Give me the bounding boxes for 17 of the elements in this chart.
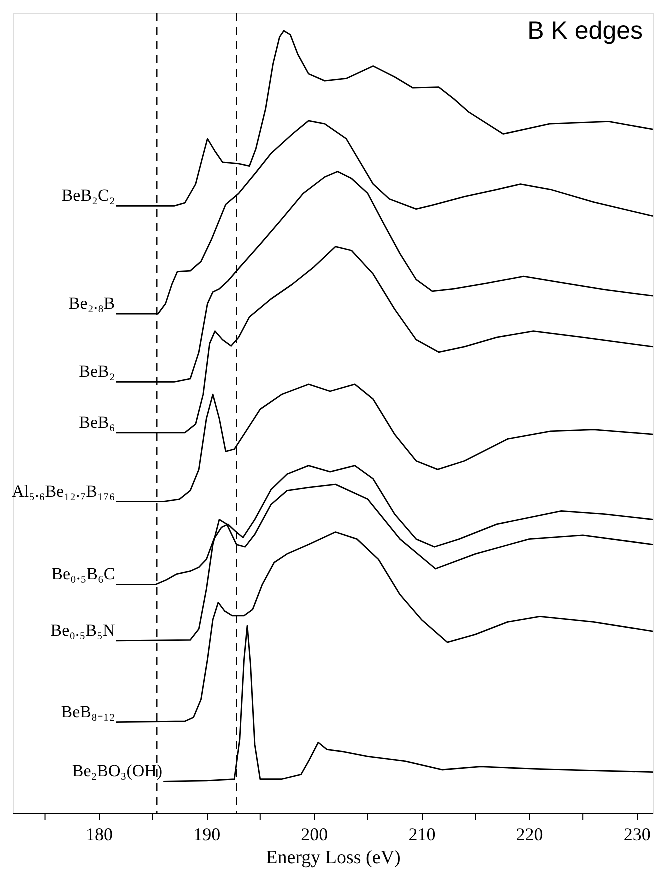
chart-title: B K edges [528,17,643,45]
series-label: BeB₂C₂ [62,186,116,206]
series-label: BeB₆ [79,412,116,432]
x-axis-title: Energy Loss (eV) [266,848,401,868]
x-tick-label: 230 [624,824,651,844]
series-label: Be₀.₅B₆C [52,564,116,584]
series-label: BeB₈₋₁₂ [61,702,116,722]
series-label: Be₂.₈B [68,294,116,314]
x-tick-label: 210 [408,824,436,844]
x-tick-label: 220 [516,824,544,844]
series-label: Be₂BO₃(OH) [72,762,163,781]
series-label: BeB₂ [79,362,116,382]
series-label: Al₅.₆Be₁₂.₇B₁₇₆ [12,482,116,501]
x-tick-label: 200 [301,824,328,844]
x-tick-label: 190 [194,824,221,844]
series-label: Be₀.₅B₅N [50,620,116,640]
x-tick-label: 180 [86,824,114,844]
